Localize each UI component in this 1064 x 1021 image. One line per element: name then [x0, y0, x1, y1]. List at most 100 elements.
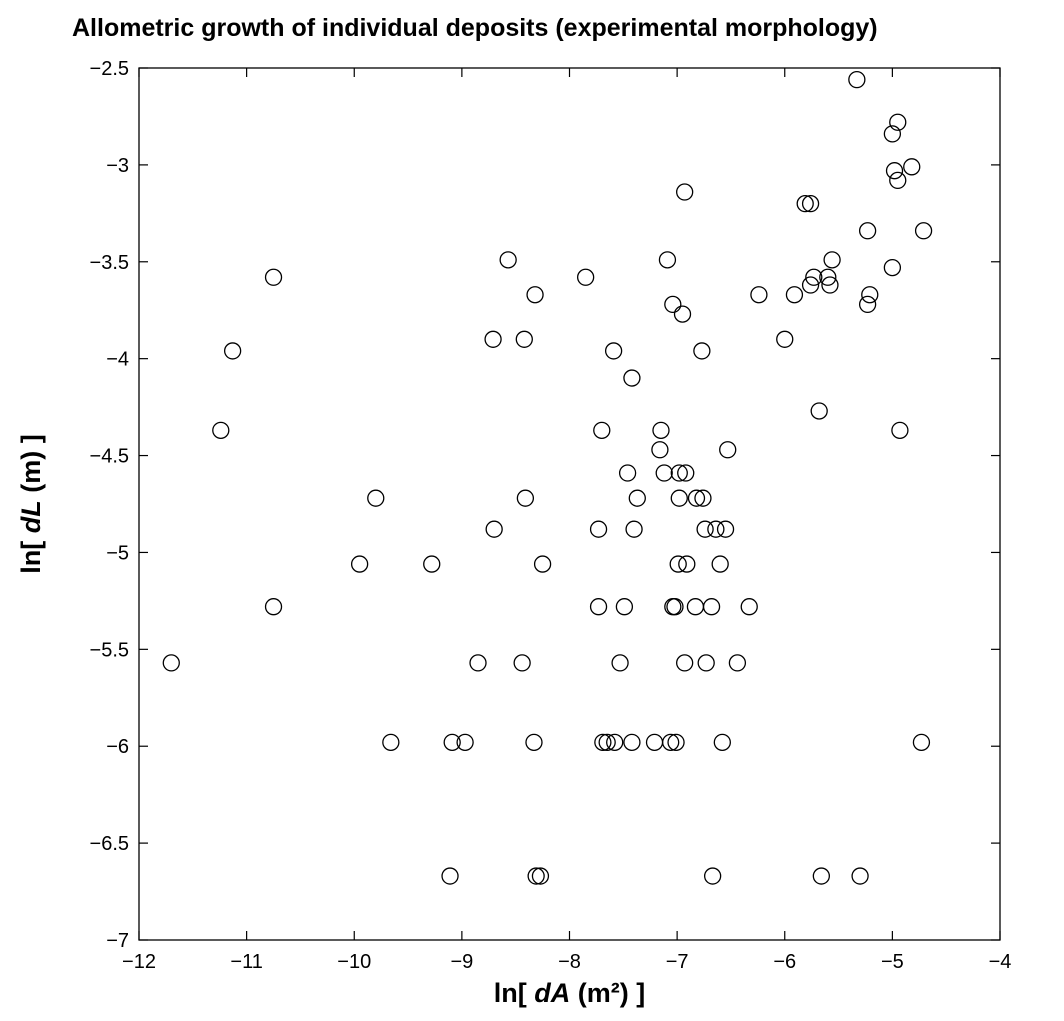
- data-point: [625, 520, 643, 538]
- data-point: [891, 421, 909, 440]
- data-point: [677, 464, 695, 482]
- data-point: [858, 222, 877, 240]
- x-tick-label: −9: [450, 951, 473, 973]
- data-point: [576, 268, 595, 286]
- data-point: [598, 733, 616, 751]
- data-points: [162, 70, 933, 885]
- data-point: [819, 268, 837, 286]
- data-point: [533, 555, 552, 573]
- data-point: [667, 733, 685, 751]
- y-tick-label: −3: [106, 155, 129, 177]
- y-axis-label: ln[ dL (m) ]: [16, 434, 46, 573]
- data-point: [526, 286, 544, 304]
- y-tick-label: −4.5: [90, 446, 129, 468]
- data-point: [645, 733, 664, 751]
- data-point: [851, 867, 869, 885]
- data-point: [785, 286, 804, 304]
- data-point: [527, 867, 545, 885]
- y-tick-label: −6.5: [90, 833, 129, 855]
- data-point: [611, 654, 629, 672]
- data-point: [367, 489, 385, 507]
- data-point: [805, 268, 823, 286]
- data-point: [264, 268, 283, 286]
- data-point: [716, 520, 735, 538]
- x-tick-label: −4: [989, 951, 1012, 973]
- data-point: [697, 654, 715, 672]
- data-point: [885, 162, 904, 180]
- data-point: [212, 421, 230, 440]
- data-point: [702, 598, 721, 616]
- data-point: [912, 733, 931, 751]
- data-point: [711, 555, 729, 573]
- data-point: [350, 555, 369, 573]
- data-point: [719, 441, 737, 459]
- data-point: [589, 520, 608, 538]
- y-tick-label: −6: [106, 736, 129, 758]
- data-point: [423, 555, 441, 573]
- data-point: [456, 733, 474, 751]
- y-tick-label: −5.5: [90, 639, 129, 661]
- y-tick-label: −7: [106, 930, 129, 952]
- data-point: [628, 489, 646, 507]
- data-point: [666, 598, 684, 616]
- data-point: [801, 276, 820, 294]
- data-point: [889, 171, 907, 190]
- y-axis-label-prefix: ln[: [16, 533, 46, 574]
- y-tick-label: −4: [106, 349, 129, 371]
- data-point: [162, 654, 180, 672]
- data-point: [903, 158, 921, 176]
- data-point: [703, 867, 722, 885]
- data-point: [686, 598, 705, 616]
- data-point: [484, 330, 502, 348]
- data-point: [889, 113, 907, 131]
- x-tick-label: −6: [773, 951, 796, 973]
- data-point: [515, 330, 533, 348]
- data-point: [593, 421, 611, 440]
- data-point: [713, 733, 731, 751]
- plot-frame: [138, 67, 1001, 941]
- data-point: [883, 258, 902, 277]
- x-axis-label-suffix: (m²) ]: [570, 978, 645, 1008]
- y-tick-label: −5: [106, 542, 129, 564]
- data-point: [750, 286, 768, 304]
- data-point: [707, 520, 725, 538]
- data-point: [525, 733, 543, 751]
- data-point: [651, 441, 669, 459]
- y-tick-label: −3.5: [90, 252, 129, 274]
- data-point: [673, 305, 692, 323]
- x-axis-label: ln[ dA (m²) ]: [494, 978, 645, 1008]
- x-tick-labels: −12 −11 −10 −9 −8 −7 −6 −5 −4: [122, 951, 1011, 973]
- data-point: [382, 733, 400, 751]
- data-point: [883, 125, 902, 143]
- data-point: [604, 342, 623, 360]
- y-tick-labels: −7 −6.5 −6 −5.5 −5 −4.5 −4 −3.5 −3 −2.5: [90, 58, 129, 952]
- data-point: [858, 295, 877, 314]
- data-point: [513, 654, 531, 672]
- data-point: [670, 489, 688, 507]
- y-tick-label: −2.5: [90, 58, 129, 80]
- data-point: [728, 654, 747, 672]
- x-tick-label: −5: [881, 951, 904, 973]
- data-point: [821, 276, 839, 294]
- x-tick-label: −8: [558, 951, 581, 973]
- data-point: [810, 402, 828, 420]
- data-point: [589, 598, 608, 616]
- data-point: [678, 555, 696, 573]
- data-point: [740, 598, 758, 616]
- data-point: [861, 286, 879, 304]
- data-point: [443, 733, 461, 751]
- data-point: [594, 733, 612, 751]
- data-point: [623, 369, 641, 387]
- data-point: [618, 464, 637, 482]
- data-point: [658, 251, 677, 269]
- y-axis-label-suffix: (m) ]: [16, 434, 46, 500]
- data-point: [655, 464, 673, 482]
- data-point: [264, 598, 283, 616]
- chart-title: Allometric growth of individual deposits…: [72, 14, 878, 42]
- data-point: [606, 733, 624, 751]
- data-point: [662, 733, 680, 751]
- data-point: [499, 251, 517, 269]
- data-point: [485, 520, 503, 538]
- x-axis-label-variable: dA: [534, 978, 570, 1008]
